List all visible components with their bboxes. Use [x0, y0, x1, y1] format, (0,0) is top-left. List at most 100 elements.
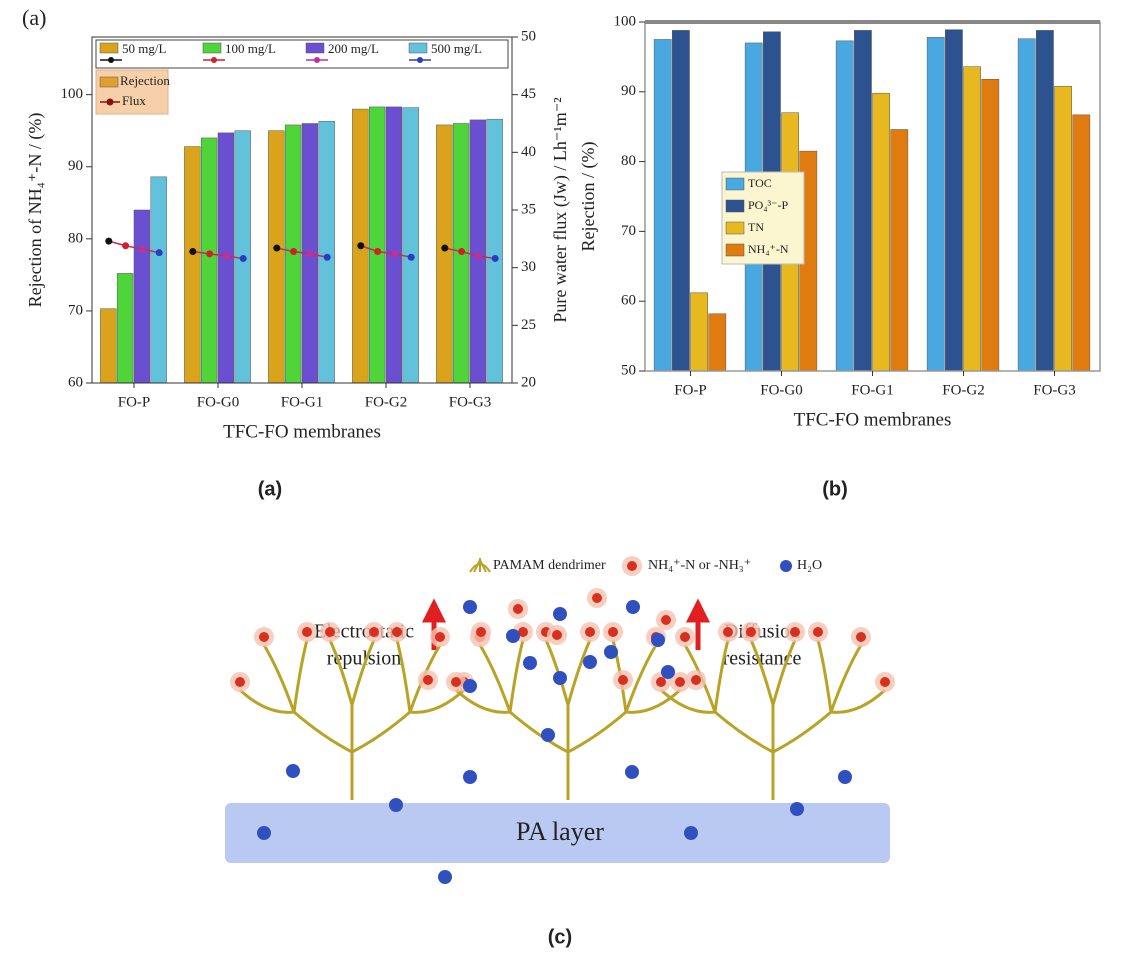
- water: [661, 665, 675, 679]
- flux-point: [122, 242, 129, 249]
- water: [604, 645, 618, 659]
- legend-dendrimer: [470, 558, 490, 572]
- bar: [268, 131, 284, 383]
- legend-text: PO₄³⁻-P: [748, 198, 788, 212]
- bar: [117, 273, 133, 383]
- legend-text: NH₄⁺-N or -NH₃⁺: [648, 558, 751, 573]
- bar: [891, 129, 908, 371]
- legend-swatch: [726, 244, 744, 256]
- bar: [654, 39, 671, 371]
- water: [506, 629, 520, 643]
- figure: (a) (a) (b) (c) PA layer PAMAM dendrimer…: [0, 0, 1123, 958]
- flux-point: [374, 248, 381, 255]
- legend-dot: [417, 57, 423, 63]
- bar: [184, 147, 200, 383]
- nh4-ion: [302, 627, 312, 637]
- x-tick-label: FO-P: [674, 382, 707, 398]
- legend-text: Flux: [122, 93, 146, 108]
- water: [651, 633, 665, 647]
- water: [553, 607, 567, 621]
- bar: [470, 120, 486, 383]
- water: [625, 765, 639, 779]
- nh4-ion: [476, 627, 486, 637]
- bar: [1055, 86, 1072, 371]
- nh4-ion: [513, 604, 523, 614]
- y-tick-label: 80: [68, 230, 83, 246]
- legend-swatch: [726, 178, 744, 190]
- water: [257, 826, 271, 840]
- water: [583, 655, 597, 669]
- y-tick-label: 90: [68, 158, 83, 174]
- nh4-ion: [746, 627, 756, 637]
- flux-point: [441, 245, 448, 252]
- nh4-ion: [680, 632, 690, 642]
- bar: [691, 293, 708, 371]
- legend-swatch: [100, 77, 118, 87]
- legend-text: PAMAM dendrimer: [493, 558, 606, 573]
- water: [463, 679, 477, 693]
- nh4-ion: [880, 677, 890, 687]
- flux-point: [391, 250, 398, 257]
- y-tick-label: 70: [621, 223, 636, 239]
- layer-label: PA layer: [516, 817, 604, 846]
- panel-label: (a): [22, 5, 46, 30]
- flux-point: [408, 254, 415, 261]
- bar: [873, 93, 890, 371]
- water: [438, 870, 452, 884]
- y2-axis-title: Pure water flux (Jw) / Lh⁻¹m⁻²: [550, 97, 571, 322]
- water: [523, 656, 537, 670]
- nh4-ion: [259, 632, 269, 642]
- bar: [100, 309, 116, 383]
- bar: [319, 121, 335, 383]
- water: [463, 600, 477, 614]
- y2-tick-label: 35: [521, 201, 536, 217]
- bar: [151, 177, 167, 383]
- legend-text: NH₄⁺-N: [748, 242, 789, 256]
- bar: [964, 67, 981, 371]
- y2-tick-label: 25: [521, 317, 536, 333]
- legend-swatch: [306, 43, 324, 53]
- legend-text: Rejection: [120, 73, 170, 88]
- nh4-ion: [325, 627, 335, 637]
- nh4-ion: [627, 561, 637, 571]
- water: [463, 770, 477, 784]
- y-tick-label: 70: [68, 302, 83, 318]
- caption: (b): [822, 478, 848, 500]
- legend-text: 100 mg/L: [225, 41, 276, 56]
- x-axis-title: TFC-FO membranes: [794, 409, 952, 430]
- nh4-ion: [675, 677, 685, 687]
- legend-swatch: [726, 222, 744, 234]
- flux-point: [324, 254, 331, 261]
- nh4-ion: [691, 675, 701, 685]
- bar: [982, 79, 999, 371]
- caption: (a): [258, 478, 282, 500]
- legend-text: 200 mg/L: [328, 41, 379, 56]
- flux-point: [492, 255, 499, 262]
- legend-swatch: [409, 43, 427, 53]
- y-tick-label: 80: [621, 153, 636, 169]
- flux-point: [240, 255, 247, 262]
- bar: [487, 119, 503, 383]
- nh4-ion: [235, 677, 245, 687]
- flux-point: [290, 248, 297, 255]
- x-axis-title: TFC-FO membranes: [223, 421, 381, 442]
- flux-point: [357, 242, 364, 249]
- legend-text: 500 mg/L: [431, 41, 482, 56]
- x-tick-label: FO-G2: [942, 382, 985, 398]
- y-tick-label: 90: [621, 83, 636, 99]
- flux-point: [139, 246, 146, 253]
- nh4-ion: [618, 675, 628, 685]
- nh4-ion: [661, 615, 671, 625]
- flux-point: [206, 250, 213, 257]
- bar: [201, 138, 217, 383]
- y-tick-label: 50: [621, 362, 636, 378]
- y-tick-label: 100: [614, 13, 637, 29]
- flux-point: [458, 248, 465, 255]
- nh4-ion: [592, 593, 602, 603]
- flux-point: [273, 245, 280, 252]
- bar: [836, 41, 853, 371]
- flux-point: [189, 248, 196, 255]
- y2-tick-label: 40: [521, 144, 536, 160]
- nh4-ion: [392, 627, 402, 637]
- x-tick-label: FO-G3: [1033, 382, 1076, 398]
